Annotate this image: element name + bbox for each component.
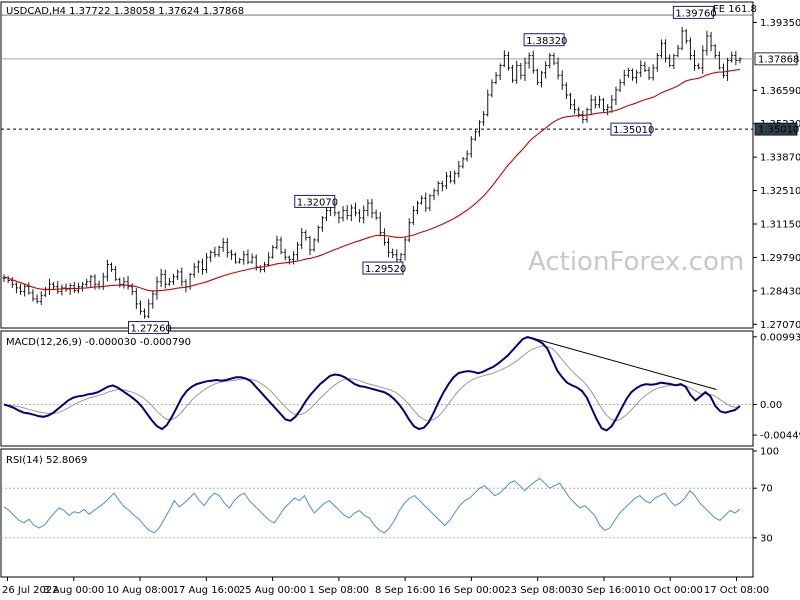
macd-main-line — [3, 336, 741, 432]
annotation-box — [127, 321, 169, 335]
x-tick-label: 23 Sep 08:00 — [504, 585, 571, 596]
x-tick-label: 10 Oct 00:00 — [638, 585, 703, 596]
price-tick-label: 1.39350 — [760, 18, 800, 29]
macd-trendline — [531, 337, 717, 391]
rsi-lines — [3, 477, 741, 534]
price-annotations: 1.27260 1.32070 1.29520 1.38320 1.35010 1.397… — [127, 5, 717, 335]
rsi-label: RSI(14) 52.8069 — [6, 455, 87, 466]
current-price-tag-box — [754, 52, 798, 66]
annotation-label: 1.35010 — [613, 125, 654, 136]
annotation-label: 1.39760 — [675, 8, 716, 19]
ma-line — [3, 68, 741, 292]
annotation-box — [672, 5, 714, 19]
macd-tick-label: -0.004492 — [760, 431, 800, 442]
price-tick-label: 1.28430 — [760, 286, 800, 297]
chart-title: USDCAD,H4 1.37722 1.38058 1.37624 1.3786… — [6, 6, 244, 17]
annotation-label: 1.27260 — [130, 324, 171, 335]
price-tags: 1.37868 1.35010 — [754, 52, 799, 136]
macd-panel-frame — [0, 330, 754, 447]
rsi-axis: 100 70 30 — [1, 447, 779, 544]
rsi-tick-label: 70 — [760, 484, 773, 495]
candles — [2, 26, 742, 319]
macd-label: MACD(12,26,9) -0.000030 -0.000790 — [6, 337, 191, 348]
macd-axis: 0.009936 0.00 -0.004492 — [1, 332, 800, 442]
annotation-box — [610, 122, 652, 136]
rsi-tick-label: 30 — [760, 533, 773, 544]
price-tick-label: 1.33870 — [760, 153, 800, 164]
support-price-tag-label: 1.35010 — [758, 125, 799, 136]
x-tick-label: 30 Sep 16:00 — [571, 585, 638, 596]
price-tick-label: 1.29790 — [760, 253, 800, 264]
x-tick-label: 8 Sep 16:00 — [375, 585, 435, 596]
rsi-line — [3, 477, 741, 534]
annotation-box — [523, 33, 565, 47]
x-tick-label: 17 Aug 16:00 — [173, 585, 240, 596]
price-panel-frame — [0, 1, 754, 329]
price-tick-label: 1.27070 — [760, 320, 800, 331]
annotation-box — [362, 261, 404, 275]
x-tick-label: 3 Aug 00:00 — [43, 585, 104, 596]
x-tick-label: 16 Sep 00:00 — [438, 585, 505, 596]
rsi-tick-label: 100 — [760, 447, 779, 458]
watermark: ActionForex.com — [528, 247, 744, 277]
x-tick-label: 17 Oct 08:00 — [704, 585, 769, 596]
fe-label: FE 161.8 — [713, 4, 757, 15]
x-tick-label: 1 Sep 08:00 — [309, 585, 369, 596]
x-tick-label: 10 Aug 08:00 — [106, 585, 173, 596]
macd-tick-label: 0.00 — [760, 400, 782, 411]
current-price-tag-label: 1.37868 — [758, 54, 799, 65]
macd-signal-line — [3, 345, 741, 422]
x-tick-label: 26 Jul 2022 — [2, 585, 59, 596]
annotation-label: 1.32070 — [297, 197, 338, 208]
annotation-label: 1.29520 — [365, 264, 406, 275]
macd-lines — [3, 336, 741, 432]
price-tick-label: 1.36590 — [760, 86, 800, 97]
price-tick-label: 1.32510 — [760, 186, 800, 197]
annotation-label: 1.38320 — [526, 36, 567, 47]
support-price-tag-box — [754, 122, 798, 136]
rsi-panel-frame — [0, 448, 754, 578]
moving-average — [3, 68, 741, 292]
price-tick-label: 1.31150 — [760, 219, 800, 230]
macd-tick-label: 0.009936 — [760, 332, 800, 343]
annotation-box — [294, 194, 336, 208]
x-tick-label: 25 Aug 00:00 — [239, 585, 306, 596]
